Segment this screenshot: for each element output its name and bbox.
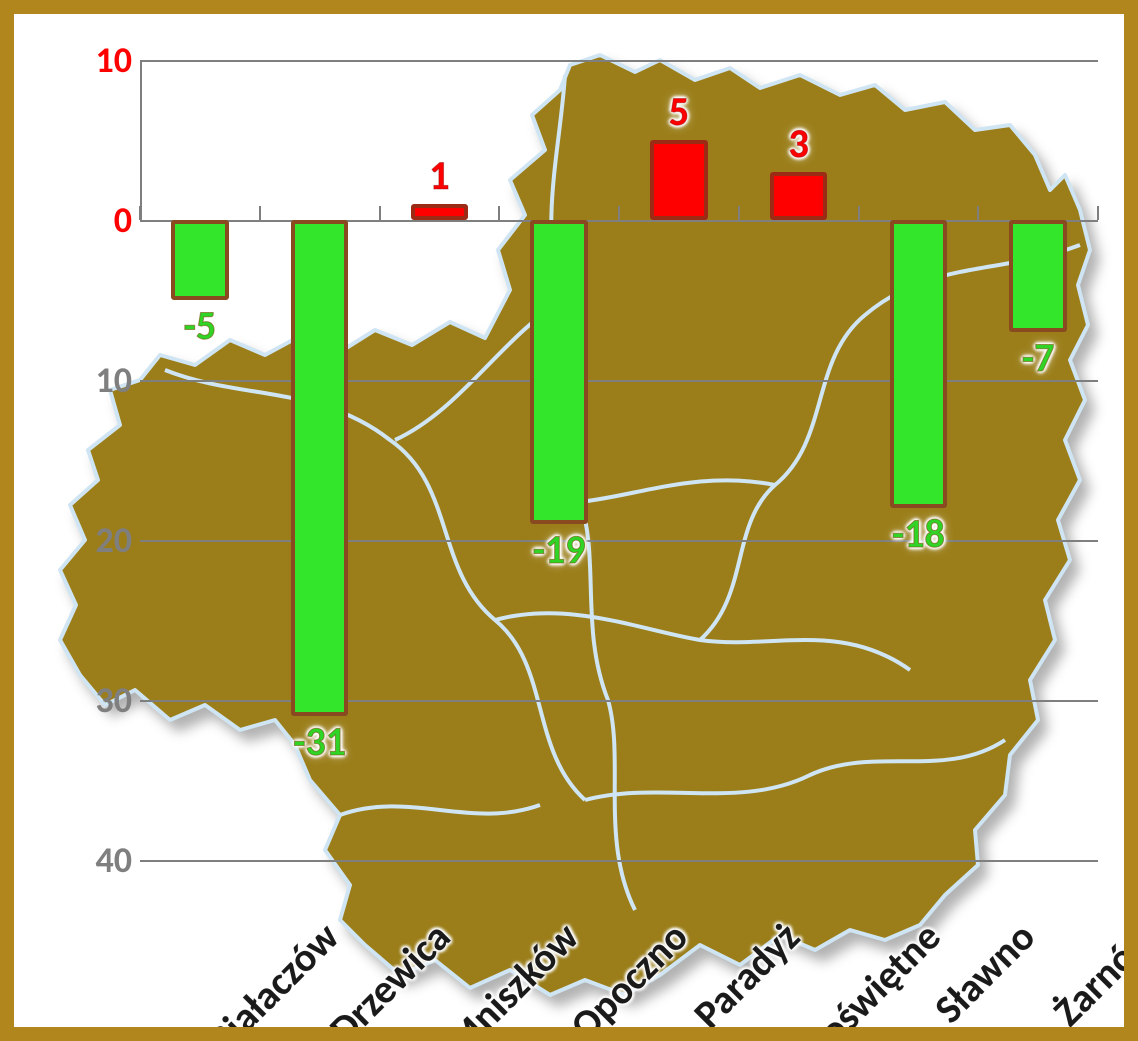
bars <box>40 40 1098 1001</box>
bar <box>770 172 827 220</box>
chart-area: -5-311-1953-18-7 10010203040BiałaczówDrz… <box>40 40 1098 1001</box>
chart-frame: -5-311-1953-18-7 10010203040BiałaczówDrz… <box>0 0 1138 1041</box>
bar <box>530 220 587 524</box>
bar <box>171 220 228 300</box>
bar <box>291 220 348 716</box>
bar <box>890 220 947 508</box>
bar <box>411 204 468 220</box>
bar <box>650 140 707 220</box>
bar <box>1009 220 1066 332</box>
